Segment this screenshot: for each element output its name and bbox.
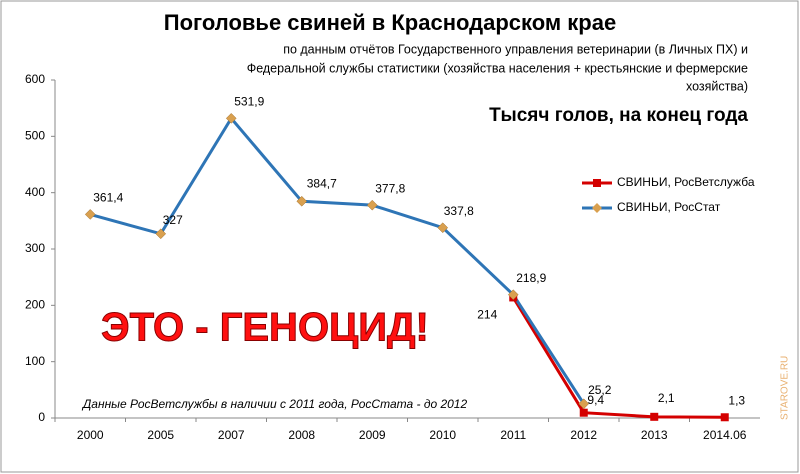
note: Данные РосВетслужбы в наличии с 2011 год…: [81, 397, 468, 411]
point-marker: [578, 398, 590, 410]
legend-label: СВИНЬИ, РосВетслужба: [617, 175, 755, 189]
x-tick-label: 2007: [218, 428, 245, 442]
data-label: 327: [163, 213, 183, 227]
y-tick-label: 100: [25, 354, 45, 368]
data-label: 214: [477, 308, 497, 322]
x-tick-label: 2005: [147, 428, 174, 442]
y-tick-label: 500: [25, 129, 45, 143]
series-line: [511, 296, 725, 419]
subtitle: Федеральной службы статистики (хозяйства…: [247, 61, 748, 75]
point-marker: [720, 413, 729, 422]
data-label: 9,4: [587, 393, 604, 407]
units-label: Тысяч голов, на конец года: [489, 105, 748, 126]
data-label: 384,7: [307, 176, 337, 190]
data-label: 361,4: [93, 191, 123, 205]
data-label: 218,9: [516, 271, 546, 285]
y-tick-label: 0: [38, 410, 45, 424]
x-tick-label: 2009: [359, 428, 386, 442]
x-tick-label: 2008: [288, 428, 315, 442]
point-marker: [579, 408, 588, 417]
point-marker: [437, 222, 449, 234]
x-tick-label: 2014.06: [703, 428, 747, 442]
data-label: 2,1: [658, 391, 675, 405]
data-label: 377,8: [375, 181, 405, 195]
annotation: ЭТО - ГЕНОЦИД!: [101, 306, 429, 350]
y-tick-label: 400: [25, 185, 45, 199]
data-label: 531,9: [234, 95, 264, 109]
series-line: [89, 115, 586, 405]
point-marker: [507, 289, 519, 301]
chart-title: Поголовье свиней в Краснодарском крае: [164, 10, 616, 35]
y-tick-label: 200: [25, 298, 45, 312]
watermark: STAROVE.RU: [780, 356, 791, 420]
point-marker: [155, 228, 167, 240]
point-marker: [225, 113, 237, 124]
y-tick-label: 600: [25, 72, 45, 86]
point-marker: [366, 199, 378, 211]
point-marker: [650, 412, 659, 421]
x-tick-label: 2010: [429, 428, 456, 442]
data-label: 1,3: [728, 393, 745, 407]
point-marker: [296, 195, 308, 207]
subtitle: по данным отчётов Государственного управ…: [283, 42, 748, 56]
subtitle: хозяйства): [686, 79, 748, 93]
point-marker: [84, 209, 96, 220]
data-label: 25,2: [588, 383, 612, 397]
legend-label: СВИНЬИ, РосСтат: [617, 200, 721, 214]
legend-marker: [592, 203, 602, 213]
x-tick-label: 2012: [570, 428, 597, 442]
x-tick-label: 2000: [77, 428, 104, 442]
legend-marker: [593, 179, 601, 187]
data-label: 337,8: [444, 204, 474, 218]
y-tick-label: 300: [25, 241, 45, 255]
x-tick-label: 2011: [500, 428, 526, 442]
x-tick-label: 2013: [641, 428, 668, 442]
